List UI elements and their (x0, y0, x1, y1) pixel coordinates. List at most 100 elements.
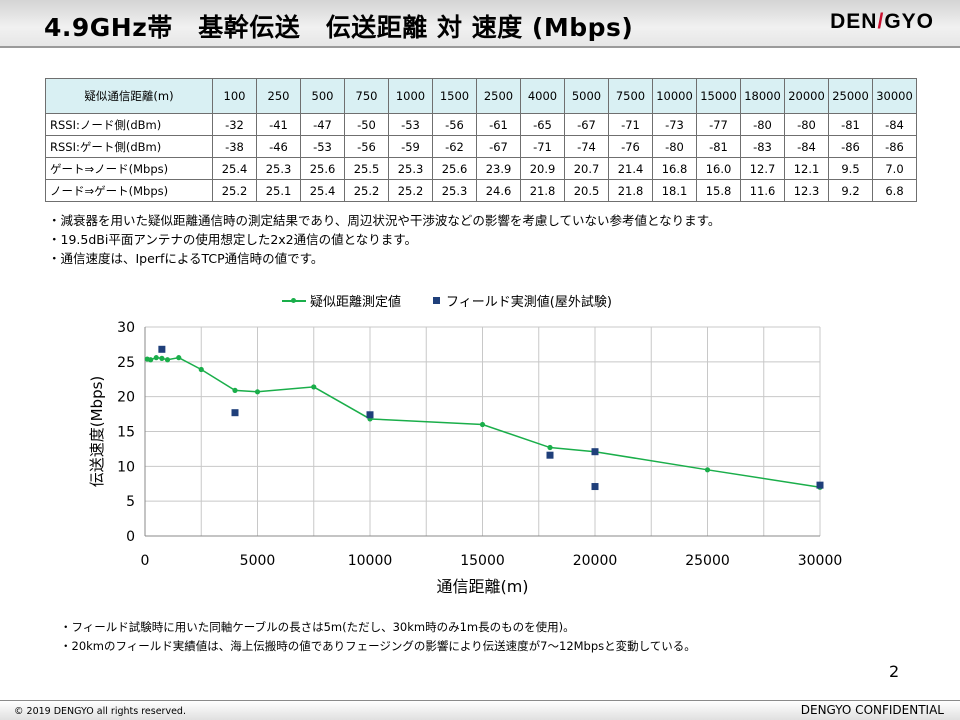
data-point-simulated (479, 421, 486, 428)
legend-label-simulated: 疑似距離測定値 (310, 295, 402, 310)
distance-header-cell: 250 (256, 78, 301, 114)
table-cell: 25.1 (256, 179, 301, 202)
x-tick-label: 15000 (460, 553, 505, 569)
data-point-field (231, 409, 239, 417)
table-cell: 12.3 (784, 179, 829, 202)
table-cell: -84 (872, 113, 917, 136)
x-tick-label: 20000 (573, 553, 618, 569)
note-line: ・19.5dBi平面アンテナの使用想定した2x2通信の値となります。 (48, 232, 417, 247)
table-cell: 25.2 (388, 179, 433, 202)
data-point-field (816, 481, 824, 489)
table-cell: -74 (564, 135, 609, 158)
table-cell: 25.5 (344, 157, 389, 180)
distance-header-cell: 4000 (520, 78, 565, 114)
y-tick-label: 25 (117, 355, 135, 371)
table-cell: -61 (476, 113, 521, 136)
table-cell: 9.5 (828, 157, 873, 180)
data-point-simulated (311, 384, 317, 390)
data-point-simulated (232, 387, 238, 393)
data-point-field (591, 448, 599, 456)
x-tick-label: 10000 (348, 553, 393, 569)
table-cell: 20.5 (564, 179, 609, 202)
logo-slash-mark: / (877, 10, 885, 33)
distance-header-cell: 20000 (784, 78, 829, 114)
measurement-table: 疑似通信距離(m) 100 250 500 750 1000 1500 2500… (45, 78, 917, 202)
table-cell: 7.0 (872, 157, 917, 180)
y-tick-label: 15 (117, 425, 135, 441)
series-line-simulated (147, 356, 821, 488)
data-point-simulated (547, 444, 553, 451)
footer-divider (0, 700, 960, 701)
table-cell: 21.8 (520, 179, 565, 202)
table-cell: -71 (608, 113, 653, 136)
table-cell: 9.2 (828, 179, 873, 202)
legend-label-field: フィールド実測値(屋外試験) (446, 295, 612, 310)
data-point-simulated (153, 355, 159, 361)
y-tick-label: 5 (126, 494, 135, 510)
data-point-simulated (198, 366, 204, 373)
y-axis-title: 伝送速度(Mbps) (88, 376, 106, 488)
footer-bar (0, 701, 960, 720)
company-logo: DEN/GYO (830, 10, 934, 34)
x-tick-label: 25000 (685, 553, 730, 569)
table-cell: 11.6 (740, 179, 785, 202)
data-point-simulated (148, 357, 154, 363)
y-tick-label: 0 (126, 529, 135, 545)
table-cell: -53 (388, 113, 433, 136)
legend-line-marker-icon (282, 297, 306, 303)
note-line: ・20kmのフィールド実績値は、海上伝搬時の値でありフェージングの影響により伝送… (60, 639, 696, 653)
table-cell: 25.2 (212, 179, 257, 202)
row-label: ノード⇒ゲート(Mbps) (45, 179, 213, 202)
table-cell: 25.2 (344, 179, 389, 202)
distance-header-cell: 1000 (388, 78, 433, 114)
distance-header-cell: 1500 (432, 78, 477, 114)
x-tick-label: 5000 (240, 553, 276, 569)
x-tick-label: 0 (141, 553, 150, 569)
y-tick-label: 30 (117, 320, 135, 336)
table-cell: 20.7 (564, 157, 609, 180)
table-cell: 25.3 (432, 179, 477, 202)
table-cell: 25.4 (300, 179, 345, 202)
data-point-simulated (176, 355, 182, 361)
table-cell: 24.6 (476, 179, 521, 202)
table-cell: -65 (520, 113, 565, 136)
y-tick-label: 10 (117, 459, 135, 475)
logo-text-right: GYO (884, 10, 934, 33)
data-point-field (546, 451, 554, 459)
table-cell: 6.8 (872, 179, 917, 202)
distance-header-cell: 30000 (872, 78, 917, 114)
table-cell: -81 (828, 113, 873, 136)
table-cell: -56 (344, 135, 389, 158)
table-cell: -80 (784, 113, 829, 136)
y-tick-label: 20 (117, 390, 135, 406)
notes-top: ・減衰器を用いた疑似距離通信時の測定結果であり、周辺状況や干渉波などの影響を考慮… (48, 211, 720, 268)
data-point-simulated (159, 355, 165, 361)
table-cell: 25.6 (432, 157, 477, 180)
distance-header-cell: 7500 (608, 78, 653, 114)
page-number: 2 (889, 662, 900, 681)
distance-header-cell: 10000 (652, 78, 697, 114)
confidential-label: DENGYO CONFIDENTIAL (800, 703, 944, 717)
distance-header-cell: 15000 (696, 78, 741, 114)
table-cell: 21.8 (608, 179, 653, 202)
logo-text-left: DEN (830, 10, 878, 33)
data-point-simulated (254, 389, 261, 395)
title-divider (0, 46, 960, 48)
notes-bottom: ・フィールド試験時に用いた同軸ケーブルの長さは5m(ただし、30km時のみ1m長… (60, 618, 696, 656)
table-cell: -80 (652, 135, 697, 158)
x-axis-title: 通信距離(m) (436, 577, 528, 596)
x-tick-label: 30000 (798, 553, 843, 569)
data-point-field (366, 411, 374, 419)
page-title: 4.9GHz帯 基幹伝送 伝送距離 対 速度 (Mbps) (44, 13, 634, 42)
legend-square-marker-icon (433, 297, 441, 304)
table-cell: -81 (696, 135, 741, 158)
data-point-simulated (164, 357, 171, 363)
title-bar (0, 0, 960, 46)
table-cell: 15.8 (696, 179, 741, 202)
note-line: ・フィールド試験時に用いた同軸ケーブルの長さは5m(ただし、30km時のみ1m長… (60, 620, 575, 634)
data-point-field (158, 345, 166, 353)
table-cell: -59 (388, 135, 433, 158)
table-cell: 25.6 (300, 157, 345, 180)
data-point-simulated (704, 467, 711, 473)
